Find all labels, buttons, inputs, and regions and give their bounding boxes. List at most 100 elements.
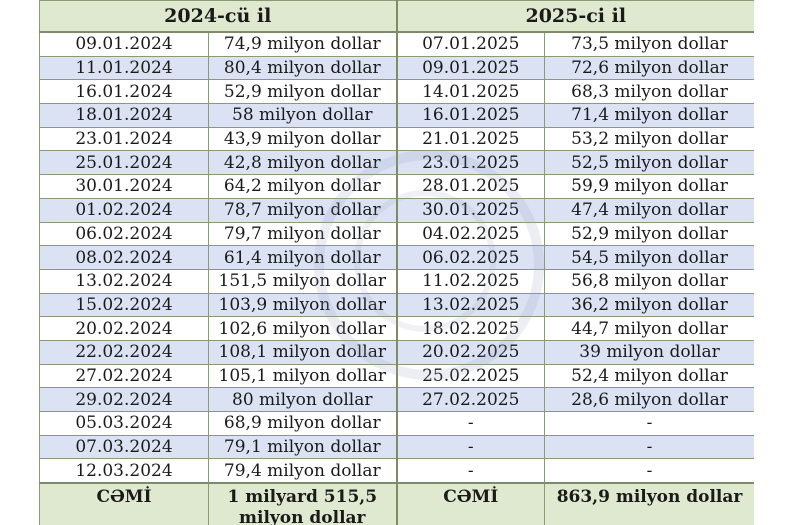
date-2024-cell: 25.01.2024 <box>39 150 209 176</box>
date-2024-cell: 07.03.2024 <box>39 434 209 460</box>
date-2024-cell: 12.03.2024 <box>39 458 209 484</box>
value-2024-cell: 103,9 milyon dollar <box>207 292 398 318</box>
date-2024-cell: 05.03.2024 <box>39 411 209 436</box>
date-2025-cell: 13.02.2025 <box>396 292 546 318</box>
value-2024-cell: 43,9 milyon dollar <box>207 126 398 152</box>
table-row: 12.03.2024 79,4 milyon dollar - - <box>39 458 754 484</box>
value-2025-cell: 47,4 milyon dollar <box>544 197 754 223</box>
table-row: 29.02.2024 80 milyon dollar 27.02.2025 28,6… <box>39 387 754 412</box>
comparison-table-frame: 2024-cü il 2025-ci il 09.01.2024 74,9 mil… <box>39 0 754 525</box>
value-2025-cell: 36,2 milyon dollar <box>544 292 754 318</box>
date-2025-cell: - <box>396 434 546 460</box>
date-2024-cell: 06.02.2024 <box>39 221 209 247</box>
table-row: 27.02.2024 105,1 milyon dollar 25.02.2025 5… <box>39 363 754 389</box>
date-2025-cell: 20.02.2025 <box>396 339 546 365</box>
table-row: 05.03.2024 68,9 milyon dollar - - <box>39 411 754 436</box>
value-2025-cell: 52,4 milyon dollar <box>544 363 754 389</box>
date-2025-cell: 11.02.2025 <box>396 268 546 294</box>
date-2025-cell: 04.02.2025 <box>396 221 546 247</box>
date-2025-cell: 27.02.2025 <box>396 387 546 412</box>
table-row: 06.02.2024 79,7 milyon dollar 04.02.2025 52… <box>39 221 754 247</box>
header-2024: 2024-cü il <box>39 0 398 33</box>
table-row: 11.01.2024 80,4 milyon dollar 09.01.2025 72… <box>39 55 754 81</box>
date-2025-cell: - <box>396 411 546 436</box>
total-value-2025: 863,9 milyon dollar <box>544 482 754 525</box>
value-2024-cell: 74,9 milyon dollar <box>207 31 398 57</box>
date-2025-cell: 06.02.2025 <box>396 245 546 270</box>
date-2025-cell: 28.01.2025 <box>396 174 546 199</box>
value-2025-cell: 71,4 milyon dollar <box>544 103 754 128</box>
table-row: 25.01.2024 42,8 milyon dollar 23.01.2025 52… <box>39 150 754 176</box>
value-2025-cell: - <box>544 458 754 484</box>
total-label-2024: CƏMİ <box>39 482 209 525</box>
totals-row: CƏMİ 1 milyard 515,5 milyon dollar CƏMİ … <box>39 482 754 525</box>
date-2025-cell: - <box>396 458 546 484</box>
table-row: 20.02.2024 102,6 milyon dollar 18.02.2025 4… <box>39 316 754 341</box>
date-2024-cell: 30.01.2024 <box>39 174 209 199</box>
date-2025-cell: 14.01.2025 <box>396 79 546 105</box>
date-2024-cell: 23.01.2024 <box>39 126 209 152</box>
value-2024-cell: 80,4 milyon dollar <box>207 55 398 81</box>
date-2024-cell: 29.02.2024 <box>39 387 209 412</box>
table-row: 13.02.2024 151,5 milyon dollar 11.02.2025 5… <box>39 268 754 294</box>
value-2025-cell: 72,6 milyon dollar <box>544 55 754 81</box>
table-row: 23.01.2024 43,9 milyon dollar 21.01.2025 53… <box>39 126 754 152</box>
date-2025-cell: 30.01.2025 <box>396 197 546 223</box>
value-2024-cell: 102,6 milyon dollar <box>207 316 398 341</box>
date-2024-cell: 09.01.2024 <box>39 31 209 57</box>
date-2024-cell: 11.01.2024 <box>39 55 209 81</box>
value-2025-cell: 59,9 milyon dollar <box>544 174 754 199</box>
date-2025-cell: 21.01.2025 <box>396 126 546 152</box>
date-2025-cell: 25.02.2025 <box>396 363 546 389</box>
value-2024-cell: 80 milyon dollar <box>207 387 398 412</box>
value-2024-cell: 61,4 milyon dollar <box>207 245 398 270</box>
value-2025-cell: 68,3 milyon dollar <box>544 79 754 105</box>
value-2025-cell: 44,7 milyon dollar <box>544 316 754 341</box>
value-2025-cell: - <box>544 411 754 436</box>
header-2025: 2025-ci il <box>396 0 754 33</box>
date-2024-cell: 22.02.2024 <box>39 339 209 365</box>
value-2024-cell: 105,1 milyon dollar <box>207 363 398 389</box>
table-row: 15.02.2024 103,9 milyon dollar 13.02.2025 3… <box>39 292 754 318</box>
table-row: 22.02.2024 108,1 milyon dollar 20.02.2025 3… <box>39 339 754 365</box>
date-2024-cell: 13.02.2024 <box>39 268 209 294</box>
value-2025-cell: 56,8 milyon dollar <box>544 268 754 294</box>
date-2024-cell: 08.02.2024 <box>39 245 209 270</box>
value-2025-cell: 28,6 milyon dollar <box>544 387 754 412</box>
value-2025-cell: 73,5 milyon dollar <box>544 31 754 57</box>
total-label-2025: CƏMİ <box>396 482 546 525</box>
date-2025-cell: 18.02.2025 <box>396 316 546 341</box>
comparison-table: 2024-cü il 2025-ci il 09.01.2024 74,9 mil… <box>39 0 754 525</box>
date-2024-cell: 16.01.2024 <box>39 79 209 105</box>
table-row: 09.01.2024 74,9 milyon dollar 07.01.2025 73… <box>39 31 754 57</box>
value-2024-cell: 78,7 milyon dollar <box>207 197 398 223</box>
value-2024-cell: 68,9 milyon dollar <box>207 411 398 436</box>
date-2024-cell: 20.02.2024 <box>39 316 209 341</box>
date-2024-cell: 18.01.2024 <box>39 103 209 128</box>
table-row: 08.02.2024 61,4 milyon dollar 06.02.2025 54… <box>39 245 754 270</box>
value-2024-cell: 79,7 milyon dollar <box>207 221 398 247</box>
value-2024-cell: 108,1 milyon dollar <box>207 339 398 365</box>
value-2024-cell: 79,1 milyon dollar <box>207 434 398 460</box>
table-row: 18.01.2024 58 milyon dollar 16.01.2025 71,4… <box>39 103 754 128</box>
date-2024-cell: 01.02.2024 <box>39 197 209 223</box>
table-row: 01.02.2024 78,7 milyon dollar 30.01.2025 47… <box>39 197 754 223</box>
value-2024-cell: 79,4 milyon dollar <box>207 458 398 484</box>
value-2025-cell: 52,9 milyon dollar <box>544 221 754 247</box>
header-row: 2024-cü il 2025-ci il <box>39 0 754 33</box>
value-2025-cell: 52,5 milyon dollar <box>544 150 754 176</box>
table-row: 07.03.2024 79,1 milyon dollar - - <box>39 434 754 460</box>
value-2025-cell: 54,5 milyon dollar <box>544 245 754 270</box>
value-2024-cell: 64,2 milyon dollar <box>207 174 398 199</box>
value-2024-cell: 42,8 milyon dollar <box>207 150 398 176</box>
value-2025-cell: - <box>544 434 754 460</box>
table-row: 16.01.2024 52,9 milyon dollar 14.01.2025 68… <box>39 79 754 105</box>
value-2024-cell: 52,9 milyon dollar <box>207 79 398 105</box>
date-2025-cell: 16.01.2025 <box>396 103 546 128</box>
table-body: 09.01.2024 74,9 milyon dollar 07.01.2025 73… <box>39 31 754 484</box>
total-value-2024: 1 milyard 515,5 milyon dollar <box>207 482 398 525</box>
value-2025-cell: 39 milyon dollar <box>544 339 754 365</box>
value-2024-cell: 151,5 milyon dollar <box>207 268 398 294</box>
date-2024-cell: 15.02.2024 <box>39 292 209 318</box>
date-2025-cell: 07.01.2025 <box>396 31 546 57</box>
